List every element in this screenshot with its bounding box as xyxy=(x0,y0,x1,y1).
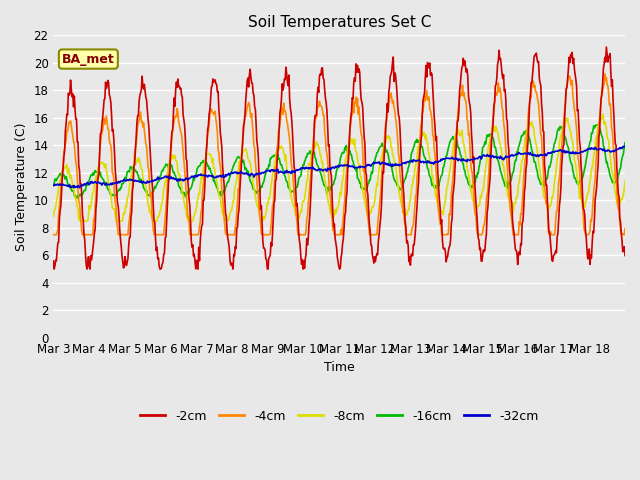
Text: BA_met: BA_met xyxy=(62,52,115,66)
X-axis label: Time: Time xyxy=(324,361,355,374)
Title: Soil Temperatures Set C: Soil Temperatures Set C xyxy=(248,15,431,30)
Y-axis label: Soil Temperature (C): Soil Temperature (C) xyxy=(15,122,28,251)
Legend: -2cm, -4cm, -8cm, -16cm, -32cm: -2cm, -4cm, -8cm, -16cm, -32cm xyxy=(135,405,543,428)
